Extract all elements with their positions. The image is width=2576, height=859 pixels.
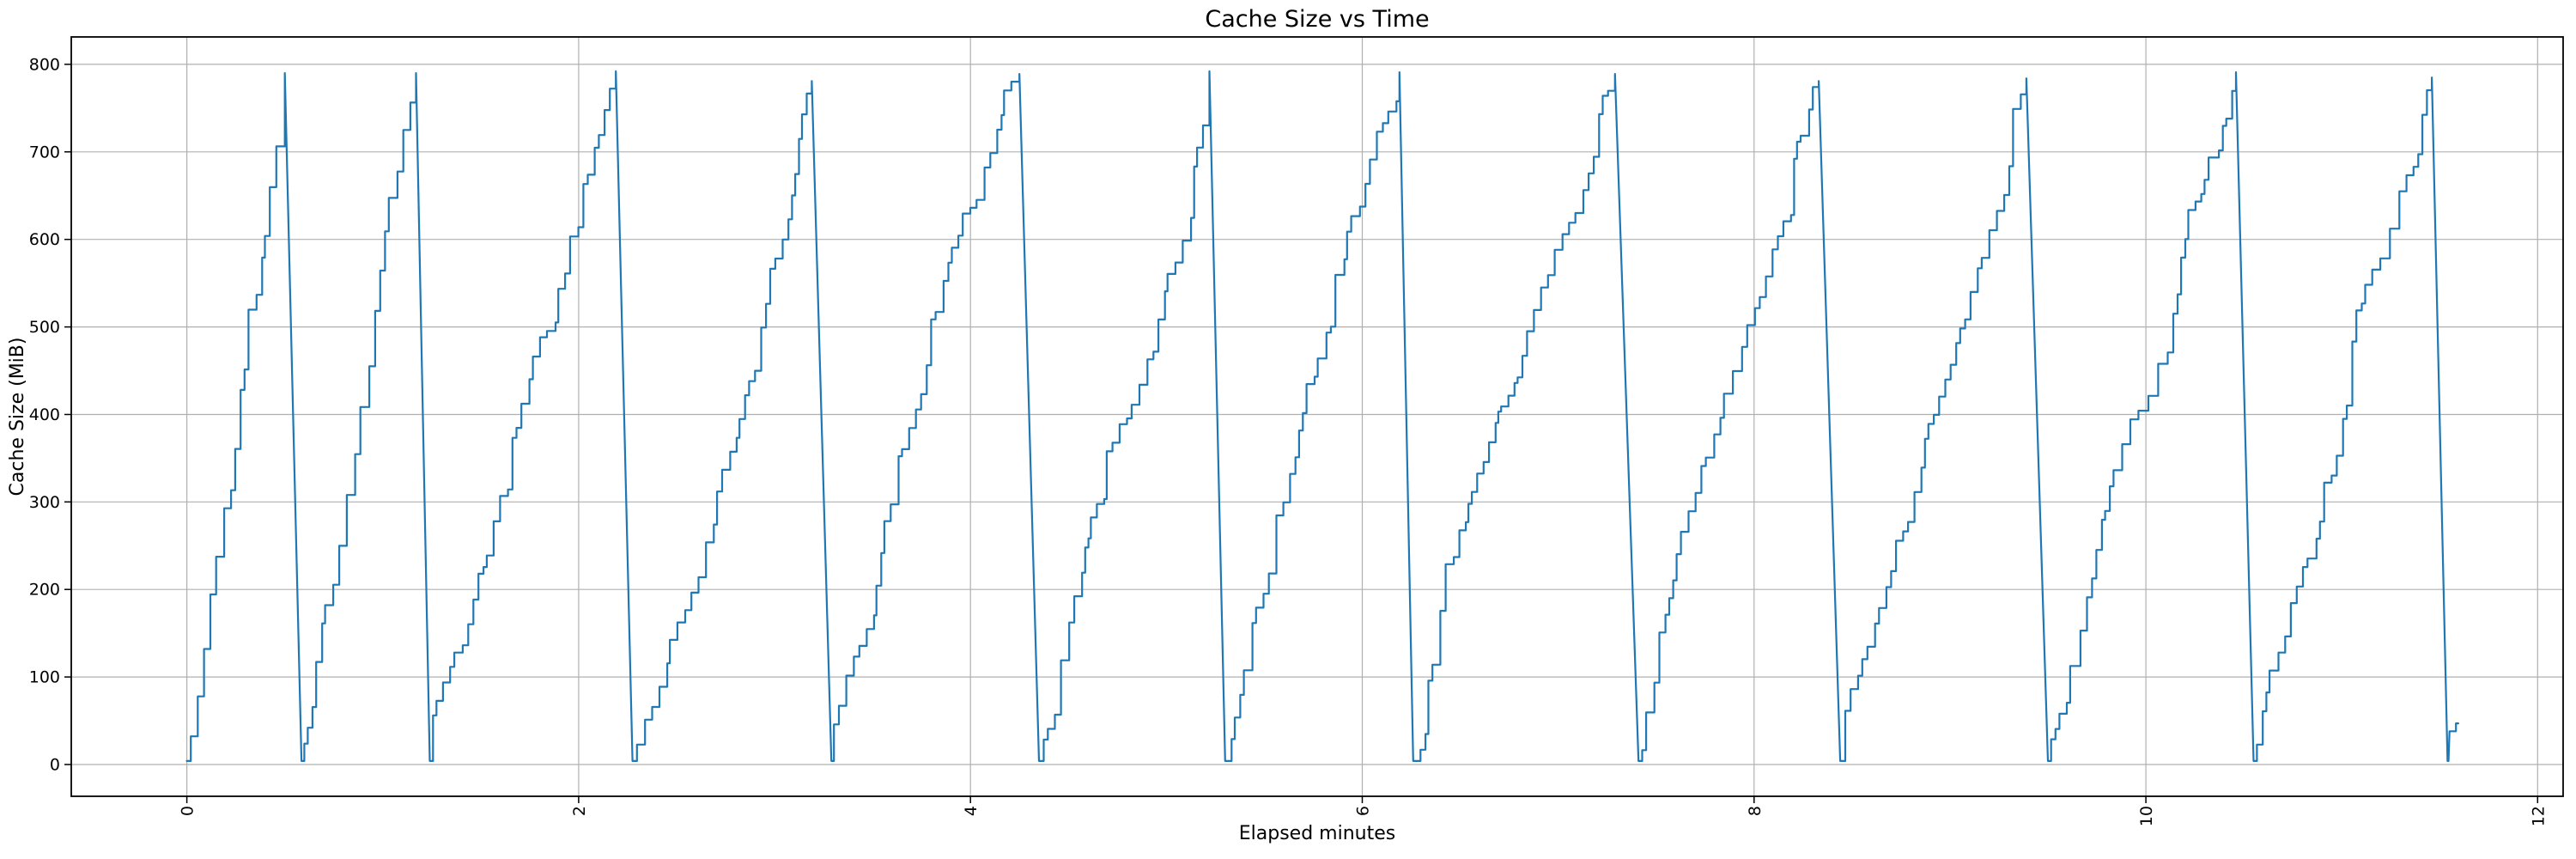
y-tick-label: 0 — [50, 756, 60, 775]
y-tick-label: 800 — [29, 55, 60, 74]
x-tick-label: 6 — [1354, 806, 1373, 816]
x-tick-label: 0 — [179, 806, 197, 816]
axis-ticks — [64, 64, 2539, 803]
y-tick-label: 400 — [29, 405, 60, 424]
y-tick-label: 300 — [29, 493, 60, 512]
cache-size-line — [185, 70, 2459, 763]
y-axis-label: Cache Size (MiB) — [7, 338, 28, 497]
grid-lines — [71, 37, 2563, 796]
y-tick-label: 100 — [29, 668, 60, 687]
plot-border — [70, 36, 2564, 797]
tick-labels: 0 100 200 300 400 500 600 700 800 0 2 4 6 8 10 12 — [29, 55, 2549, 826]
y-tick-label: 200 — [29, 581, 60, 600]
x-axis-label: Elapsed minutes — [1239, 823, 1395, 844]
series-layer — [185, 70, 2459, 763]
chart-title: Cache Size vs Time — [1205, 6, 1429, 33]
y-tick-label: 500 — [29, 318, 60, 337]
x-tick-label: 10 — [2137, 806, 2156, 826]
y-tick-label: 600 — [29, 230, 60, 249]
x-tick-label: 4 — [962, 806, 981, 816]
x-tick-label: 2 — [570, 806, 589, 816]
x-tick-label: 8 — [1746, 806, 1765, 816]
y-tick-label: 700 — [29, 143, 60, 161]
x-tick-label: 12 — [2529, 806, 2548, 826]
